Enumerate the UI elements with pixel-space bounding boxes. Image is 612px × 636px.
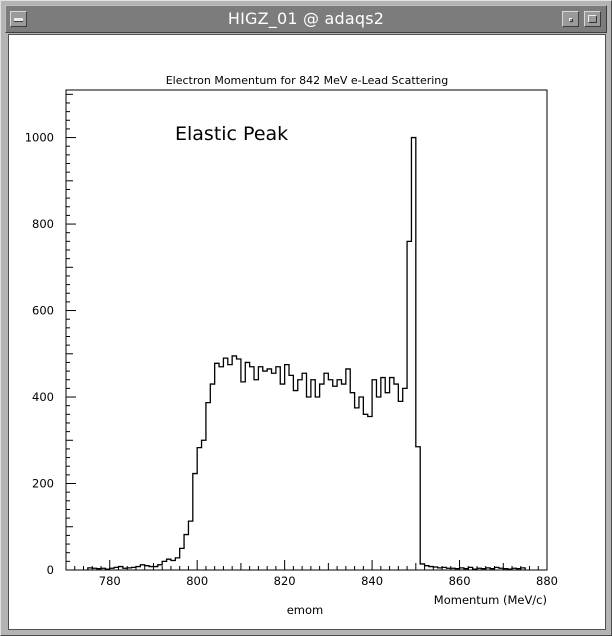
x-tick-label: 860 [449, 574, 471, 588]
chart-title: Electron Momentum for 842 MeV e-Lead Sca… [166, 74, 449, 87]
y-tick-label: 600 [32, 304, 54, 318]
window-menu-icon [14, 18, 23, 22]
minimize-icon [569, 18, 573, 22]
y-tick-label: 1000 [25, 131, 54, 145]
y-axis: 0 200 400 600 800 1000 [25, 93, 76, 577]
window-title: HIGZ_01 @ adaqs2 [227, 9, 385, 28]
maximize-icon [588, 15, 597, 23]
histogram-line [87, 136, 526, 570]
minimize-button[interactable] [562, 11, 579, 27]
x-axis: 780 800 820 840 860 880 [65, 560, 558, 588]
y-tick-label: 800 [32, 217, 54, 231]
x-tick-label: 820 [274, 574, 296, 588]
histogram-plot: Electron Momentum for 842 MeV e-Lead Sca… [25, 74, 558, 617]
x-tick-label: 800 [186, 574, 208, 588]
y-tick-label: 400 [32, 390, 54, 404]
y-tick-label: 0 [47, 563, 54, 577]
plot-canvas: Electron Momentum for 842 MeV e-Lead Sca… [8, 34, 606, 630]
annotation-elastic-peak: Elastic Peak [175, 123, 288, 145]
window-titlebar[interactable]: HIGZ_01 @ adaqs2 [5, 5, 607, 33]
y-tick-label: 200 [32, 477, 54, 491]
window-menu-button[interactable] [10, 11, 27, 27]
x-tick-label: 780 [99, 574, 121, 588]
histogram-name: emom [287, 603, 324, 617]
maximize-button[interactable] [584, 11, 601, 27]
plot-frame [65, 89, 548, 571]
x-tick-label: 840 [361, 574, 383, 588]
x-axis-label: Momentum (MeV/c) [434, 593, 547, 607]
x-tick-label: 880 [536, 574, 558, 588]
